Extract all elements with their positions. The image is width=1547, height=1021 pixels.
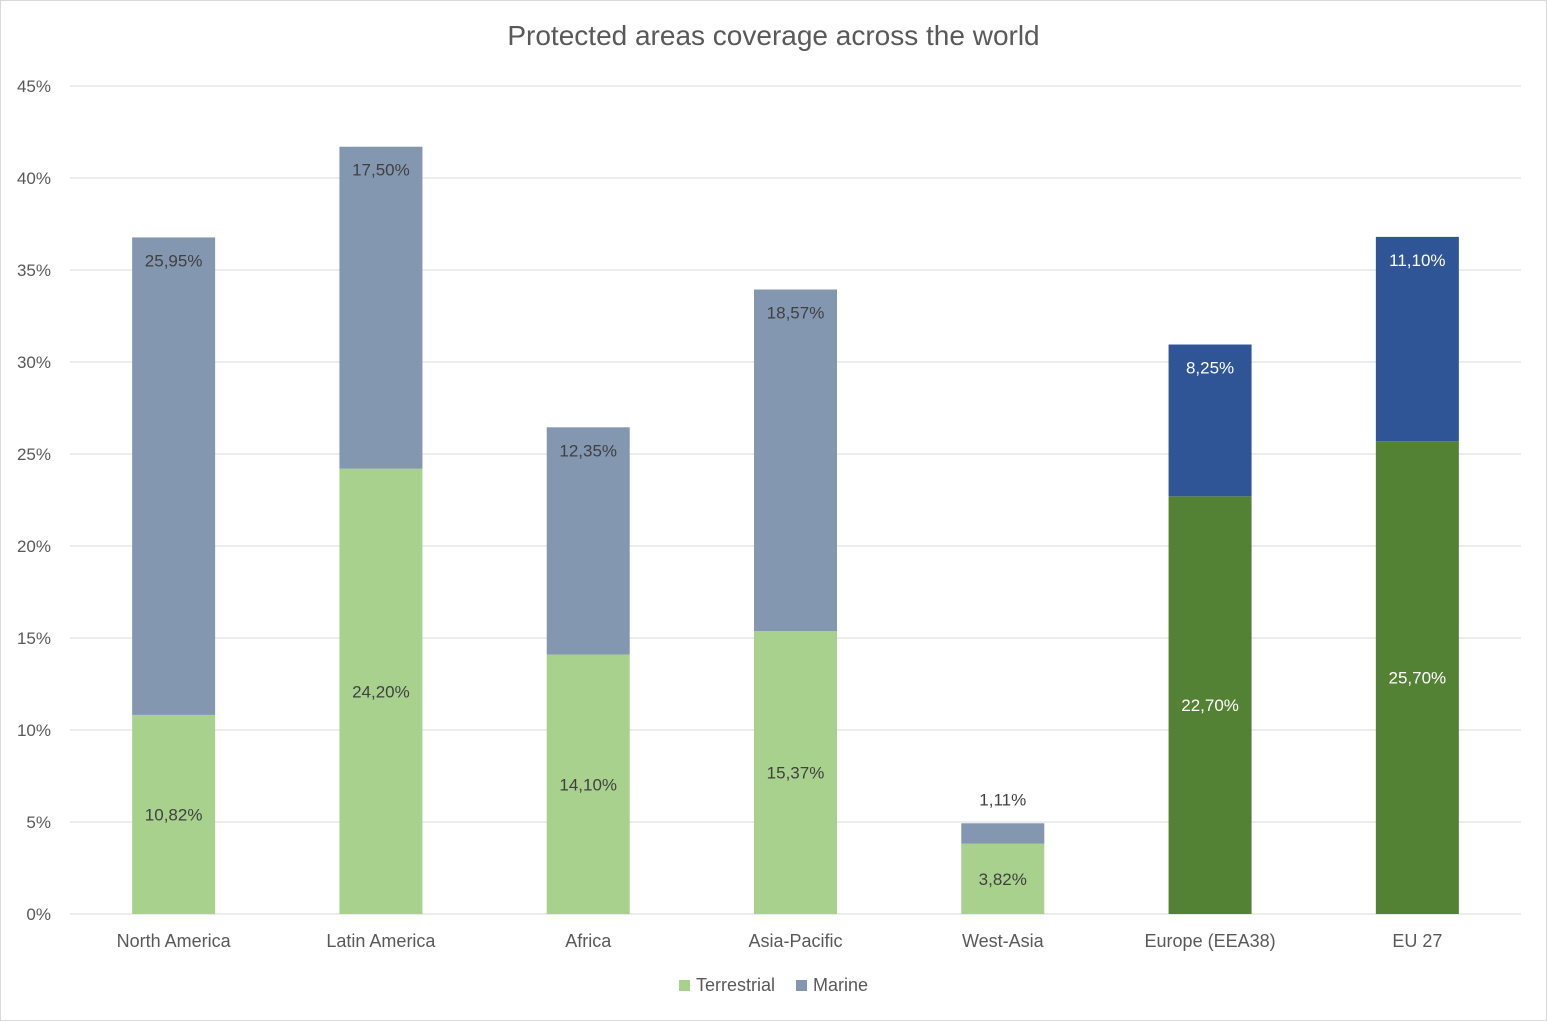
legend-swatch-marine xyxy=(796,980,807,991)
bar-terrestrial xyxy=(1168,496,1252,914)
data-label-terrestrial: 25,70% xyxy=(1389,669,1447,688)
y-tick-label: 0% xyxy=(26,905,51,924)
bar-terrestrial xyxy=(961,843,1045,914)
legend: Terrestrial Marine xyxy=(0,975,1547,996)
bar-marine xyxy=(546,427,630,655)
x-tick-label: West-Asia xyxy=(962,931,1045,951)
data-label-terrestrial: 3,82% xyxy=(979,870,1027,889)
x-tick-label: EU 27 xyxy=(1392,931,1442,951)
bars xyxy=(132,146,1459,914)
bar-marine xyxy=(961,823,1045,844)
data-label-marine: 25,95% xyxy=(145,251,203,270)
data-label-terrestrial: 22,70% xyxy=(1181,696,1239,715)
x-tick-label: Europe (EEA38) xyxy=(1145,931,1276,951)
bar-marine xyxy=(754,289,837,632)
x-tick-label: Latin America xyxy=(326,931,436,951)
legend-item-terrestrial: Terrestrial xyxy=(678,975,775,996)
legend-label-marine: Marine xyxy=(813,975,869,995)
legend-label-terrestrial: Terrestrial xyxy=(695,975,775,995)
data-label-marine: 17,50% xyxy=(352,161,410,180)
bar-terrestrial xyxy=(339,468,423,914)
data-label-terrestrial: 10,82% xyxy=(145,805,203,824)
bar-marine xyxy=(132,237,216,715)
data-label-marine: 1,11% xyxy=(979,790,1026,809)
y-tick-label: 15% xyxy=(17,629,51,648)
y-tick-label: 35% xyxy=(17,261,51,280)
data-label-marine: 12,35% xyxy=(559,441,617,460)
bar-marine xyxy=(1168,344,1252,497)
y-tick-label: 30% xyxy=(17,353,51,372)
x-axis-tick-labels: North America Latin America Africa Asia-Pac… xyxy=(117,931,1443,951)
bar-terrestrial xyxy=(132,714,216,914)
chart-title: Protected areas coverage across the worl… xyxy=(507,20,1040,51)
data-labels: 10,82% 25,95% 24,20% 17,50% 14,10% 12,35% 15,3… xyxy=(145,161,1446,889)
bar-marine xyxy=(339,146,423,469)
y-tick-label: 40% xyxy=(17,169,51,188)
legend-item-marine: Marine xyxy=(796,975,868,996)
bar-terrestrial xyxy=(754,631,837,914)
y-tick-label: 45% xyxy=(17,77,51,96)
x-tick-label: Asia-Pacific xyxy=(748,931,842,951)
legend-swatch-terrestrial xyxy=(678,980,690,991)
data-label-marine: 8,25% xyxy=(1186,359,1234,378)
data-label-terrestrial: 24,20% xyxy=(352,682,410,701)
data-label-marine: 18,57% xyxy=(767,304,825,323)
y-tick-label: 10% xyxy=(17,721,51,740)
bar-terrestrial xyxy=(546,654,630,914)
bar-terrestrial xyxy=(1375,441,1459,914)
y-tick-label: 25% xyxy=(17,445,51,464)
data-label-marine: 11,10% xyxy=(1389,251,1445,270)
x-tick-label: North America xyxy=(117,931,232,951)
bar-marine xyxy=(1375,236,1459,442)
data-label-terrestrial: 14,10% xyxy=(559,775,617,794)
data-label-terrestrial: 15,37% xyxy=(767,764,825,783)
x-tick-label: Africa xyxy=(565,931,612,951)
y-tick-label: 5% xyxy=(26,813,51,832)
y-axis-tick-labels: 0% 5% 10% 15% 20% 25% 30% 35% 40% 45% xyxy=(17,77,51,924)
y-tick-label: 20% xyxy=(17,537,51,556)
